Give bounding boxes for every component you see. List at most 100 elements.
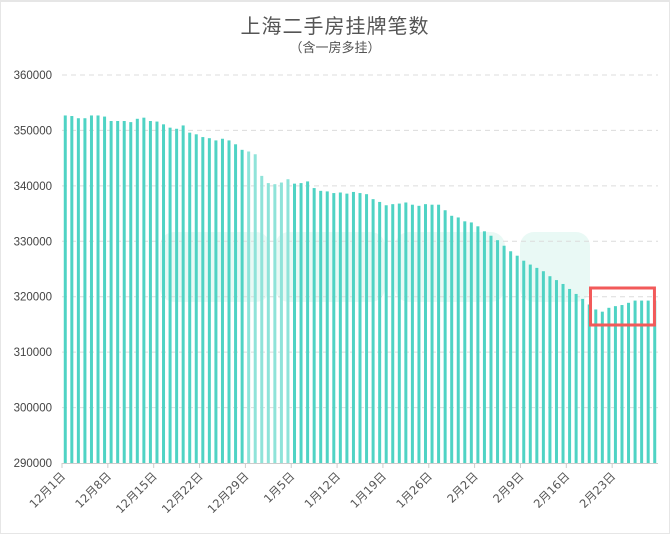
bar bbox=[175, 128, 179, 463]
bar bbox=[502, 245, 506, 463]
bar bbox=[286, 179, 290, 463]
x-tick-label: 12月22日 bbox=[159, 469, 206, 516]
bar bbox=[515, 255, 519, 463]
bar bbox=[220, 138, 224, 464]
bar bbox=[312, 188, 316, 463]
bar bbox=[338, 192, 342, 463]
bar bbox=[554, 280, 558, 463]
bar bbox=[476, 226, 480, 463]
bar bbox=[188, 132, 192, 463]
bar bbox=[63, 115, 67, 464]
bar bbox=[83, 118, 87, 463]
bar bbox=[273, 184, 277, 463]
bar bbox=[76, 118, 80, 463]
bar bbox=[397, 203, 401, 463]
x-tick-label: 12月1日 bbox=[26, 469, 68, 511]
bar bbox=[319, 190, 323, 463]
bar bbox=[207, 138, 211, 463]
x-tick-label: 12月29日 bbox=[205, 469, 252, 516]
y-tick-label: 360000 bbox=[14, 70, 52, 82]
bar bbox=[135, 118, 139, 463]
bars bbox=[63, 115, 657, 464]
bar bbox=[155, 121, 159, 463]
bar bbox=[496, 240, 500, 463]
bar bbox=[279, 182, 283, 463]
watermark-block bbox=[275, 232, 385, 302]
chart-subtitle: （含一房多挂） bbox=[289, 41, 381, 56]
bar bbox=[535, 267, 539, 463]
bar bbox=[587, 304, 591, 463]
bar bbox=[594, 309, 598, 463]
bar bbox=[378, 201, 382, 463]
x-tick-label: 1月12日 bbox=[302, 469, 344, 511]
x-tick-label: 12月15日 bbox=[113, 469, 160, 516]
bar bbox=[410, 204, 414, 463]
bar bbox=[365, 194, 369, 464]
y-tick-label: 350000 bbox=[14, 125, 52, 137]
bar bbox=[627, 302, 631, 463]
bar bbox=[391, 204, 395, 463]
bar bbox=[456, 217, 460, 463]
y-tick-label: 290000 bbox=[14, 458, 52, 470]
bar bbox=[417, 205, 421, 463]
bar bbox=[293, 183, 297, 463]
y-tick-label: 300000 bbox=[14, 403, 52, 415]
bar bbox=[247, 151, 251, 464]
bar bbox=[194, 134, 198, 463]
bar bbox=[129, 122, 133, 464]
bar bbox=[574, 293, 578, 463]
bar bbox=[489, 235, 493, 463]
bar bbox=[600, 311, 604, 463]
bar bbox=[201, 137, 205, 463]
highlight-rectangle bbox=[589, 286, 656, 327]
bar bbox=[528, 264, 532, 463]
bar bbox=[548, 276, 552, 463]
y-tick-label: 340000 bbox=[14, 181, 52, 193]
bar bbox=[450, 215, 454, 463]
y-tick-label: 320000 bbox=[14, 292, 52, 304]
y-tick-label: 330000 bbox=[14, 236, 52, 248]
bar bbox=[325, 191, 329, 463]
bar bbox=[522, 260, 526, 463]
bar bbox=[371, 199, 375, 463]
bar bbox=[423, 204, 427, 463]
bar bbox=[116, 121, 120, 463]
bar bbox=[260, 175, 264, 463]
bar bbox=[482, 231, 486, 463]
y-axis: 290000 300000 310000 320000 330000 340000 3500… bbox=[14, 70, 52, 470]
bar bbox=[96, 115, 100, 464]
bar bbox=[266, 183, 270, 463]
bar bbox=[469, 222, 473, 463]
bar bbox=[653, 300, 657, 463]
bar bbox=[306, 181, 310, 464]
bar bbox=[240, 149, 244, 463]
bar bbox=[345, 193, 349, 463]
bar bbox=[430, 204, 434, 463]
bar bbox=[103, 116, 107, 463]
bar bbox=[463, 221, 467, 463]
bar bbox=[181, 125, 185, 463]
x-tick-label: 2月23日 bbox=[577, 469, 619, 511]
bar bbox=[633, 300, 637, 463]
bar bbox=[214, 140, 218, 463]
bar bbox=[299, 183, 303, 463]
bar bbox=[620, 305, 624, 463]
x-tick-label: 2月9日 bbox=[490, 469, 527, 506]
bar bbox=[234, 144, 238, 464]
bar bbox=[168, 127, 172, 463]
y-tick-label: 310000 bbox=[14, 347, 52, 359]
bar bbox=[148, 121, 152, 463]
x-tick-label: 1月19日 bbox=[347, 469, 389, 511]
bar bbox=[384, 205, 388, 463]
bar bbox=[640, 300, 644, 463]
bar bbox=[581, 298, 585, 463]
watermark bbox=[160, 232, 590, 302]
highlight-box bbox=[589, 286, 656, 327]
x-tick-label: 1月26日 bbox=[393, 469, 435, 511]
bar bbox=[253, 154, 257, 463]
x-tick-label: 2月2日 bbox=[444, 469, 481, 506]
bar bbox=[351, 191, 355, 463]
bar bbox=[561, 283, 565, 463]
